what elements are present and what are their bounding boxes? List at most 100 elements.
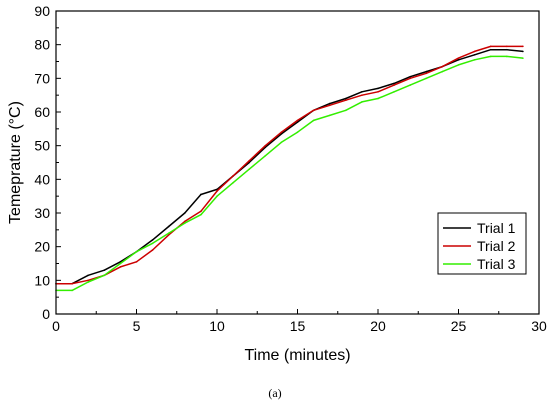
data-point-trial-3 bbox=[377, 97, 379, 100]
series-line-trial-3 bbox=[56, 55, 523, 292]
data-point-trial-1 bbox=[361, 91, 363, 93]
x-tick-label: 15 bbox=[290, 318, 306, 334]
data-point-trial-2 bbox=[151, 249, 154, 251]
plot-lines bbox=[55, 45, 524, 292]
data-point-trial-2 bbox=[328, 104, 331, 107]
data-point-trial-3 bbox=[232, 181, 234, 184]
data-point-trial-2 bbox=[119, 266, 122, 268]
data-point-trial-3 bbox=[328, 114, 331, 117]
data-point-trial-1 bbox=[103, 269, 106, 272]
data-point-trial-2 bbox=[457, 57, 460, 59]
data-point-trial-1 bbox=[457, 59, 460, 61]
y-axis-ticks: 0 10 20 30 40 50 60 70 80 90 bbox=[34, 3, 61, 322]
data-point-trial-1 bbox=[296, 121, 299, 123]
y-tick-label: 40 bbox=[34, 171, 50, 187]
data-point-trial-2 bbox=[280, 131, 283, 133]
data-point-trial-3 bbox=[345, 109, 347, 112]
data-point-trial-3 bbox=[425, 77, 428, 80]
y-tick-label: 60 bbox=[34, 104, 50, 120]
figure-caption: (a) bbox=[268, 386, 282, 400]
data-point-trial-2 bbox=[200, 210, 202, 213]
x-tick-label: 10 bbox=[209, 318, 225, 334]
data-point-trial-3 bbox=[248, 168, 250, 171]
x-tick-label: 25 bbox=[451, 318, 467, 334]
legend-label: Trial 2 bbox=[477, 238, 516, 254]
y-tick-label: 0 bbox=[42, 306, 50, 322]
data-point-trial-3 bbox=[167, 232, 170, 234]
data-point-trial-2 bbox=[87, 279, 89, 282]
data-point-trial-2 bbox=[425, 72, 428, 75]
data-point-trial-3 bbox=[361, 101, 363, 103]
data-point-trial-2 bbox=[264, 144, 267, 147]
data-point-trial-3 bbox=[506, 55, 508, 58]
data-point-trial-1 bbox=[377, 87, 379, 90]
legend-label: Trial 3 bbox=[477, 256, 516, 272]
y-axis-title: Temeprature (°C) bbox=[7, 101, 24, 224]
data-point-trial-2 bbox=[296, 119, 299, 122]
legend-box bbox=[437, 212, 527, 275]
data-point-trial-1 bbox=[200, 193, 202, 196]
y-tick-label: 80 bbox=[34, 37, 50, 53]
data-point-trial-2 bbox=[489, 45, 492, 48]
x-tick-label: 20 bbox=[370, 318, 386, 334]
data-point-trial-3 bbox=[312, 119, 315, 122]
data-point-trial-1 bbox=[473, 53, 476, 56]
data-point-trial-2 bbox=[409, 77, 412, 80]
data-point-trial-3 bbox=[393, 91, 395, 93]
data-point-trial-2 bbox=[441, 65, 444, 68]
legend-label: Trial 1 bbox=[477, 220, 516, 236]
data-point-trial-3 bbox=[151, 242, 154, 245]
data-point-trial-2 bbox=[522, 45, 524, 48]
data-point-trial-3 bbox=[264, 154, 267, 157]
data-point-trial-2 bbox=[135, 261, 138, 263]
data-point-trial-2 bbox=[377, 91, 379, 93]
x-axis-title: Time (minutes) bbox=[244, 347, 350, 364]
data-point-trial-3 bbox=[216, 195, 218, 197]
data-point-trial-3 bbox=[280, 141, 283, 144]
y-tick-label: 20 bbox=[34, 239, 50, 255]
data-point-trial-3 bbox=[522, 57, 524, 59]
data-point-trial-1 bbox=[506, 48, 508, 51]
data-point-trial-1 bbox=[151, 239, 154, 241]
y-tick-label: 30 bbox=[34, 205, 50, 221]
x-tick-label: 30 bbox=[531, 318, 547, 334]
y-tick-label: 70 bbox=[34, 70, 50, 86]
data-point-trial-1 bbox=[522, 50, 524, 53]
data-point-trial-2 bbox=[345, 99, 347, 102]
data-point-trial-3 bbox=[119, 262, 122, 265]
data-point-trial-2 bbox=[506, 45, 508, 48]
x-axis-ticks: 0 5 10 15 20 25 30 bbox=[52, 309, 547, 334]
data-point-trial-1 bbox=[425, 70, 428, 73]
data-point-trial-2 bbox=[167, 234, 170, 236]
data-point-trial-3 bbox=[184, 222, 186, 224]
data-point-trial-2 bbox=[393, 84, 395, 86]
data-point-trial-2 bbox=[248, 160, 250, 162]
data-point-trial-2 bbox=[473, 50, 476, 53]
data-point-trial-3 bbox=[87, 281, 89, 283]
data-point-trial-1 bbox=[119, 261, 122, 263]
data-point-trial-3 bbox=[457, 64, 460, 66]
data-point-trial-3 bbox=[409, 84, 412, 86]
y-tick-label: 50 bbox=[34, 138, 50, 154]
data-point-trial-2 bbox=[184, 220, 186, 223]
data-point-trial-1 bbox=[184, 212, 186, 214]
data-point-trial-3 bbox=[200, 213, 202, 216]
data-point-trial-2 bbox=[71, 282, 73, 285]
data-point-trial-2 bbox=[232, 175, 234, 177]
data-point-trial-1 bbox=[409, 75, 412, 78]
x-tick-label: 5 bbox=[133, 318, 141, 334]
data-point-trial-3 bbox=[489, 55, 492, 58]
data-point-trial-2 bbox=[312, 109, 315, 112]
series-line-trial-2 bbox=[56, 45, 523, 285]
line-chart: 0 5 10 15 20 25 30 0 10 20 30 40 50 60 70 80 90 Time (m… bbox=[7, 3, 547, 364]
y-tick-label: 90 bbox=[34, 3, 50, 19]
data-point-trial-3 bbox=[441, 70, 444, 73]
data-point-trial-1 bbox=[328, 102, 331, 105]
x-tick-label: 0 bbox=[52, 318, 60, 334]
legend: Trial 1 Trial 2 Trial 3 bbox=[437, 212, 527, 275]
data-point-trial-3 bbox=[473, 59, 476, 61]
data-point-trial-2 bbox=[361, 94, 363, 96]
data-point-trial-3 bbox=[71, 289, 73, 292]
data-point-trial-2 bbox=[216, 190, 218, 192]
data-point-trial-3 bbox=[296, 131, 299, 133]
